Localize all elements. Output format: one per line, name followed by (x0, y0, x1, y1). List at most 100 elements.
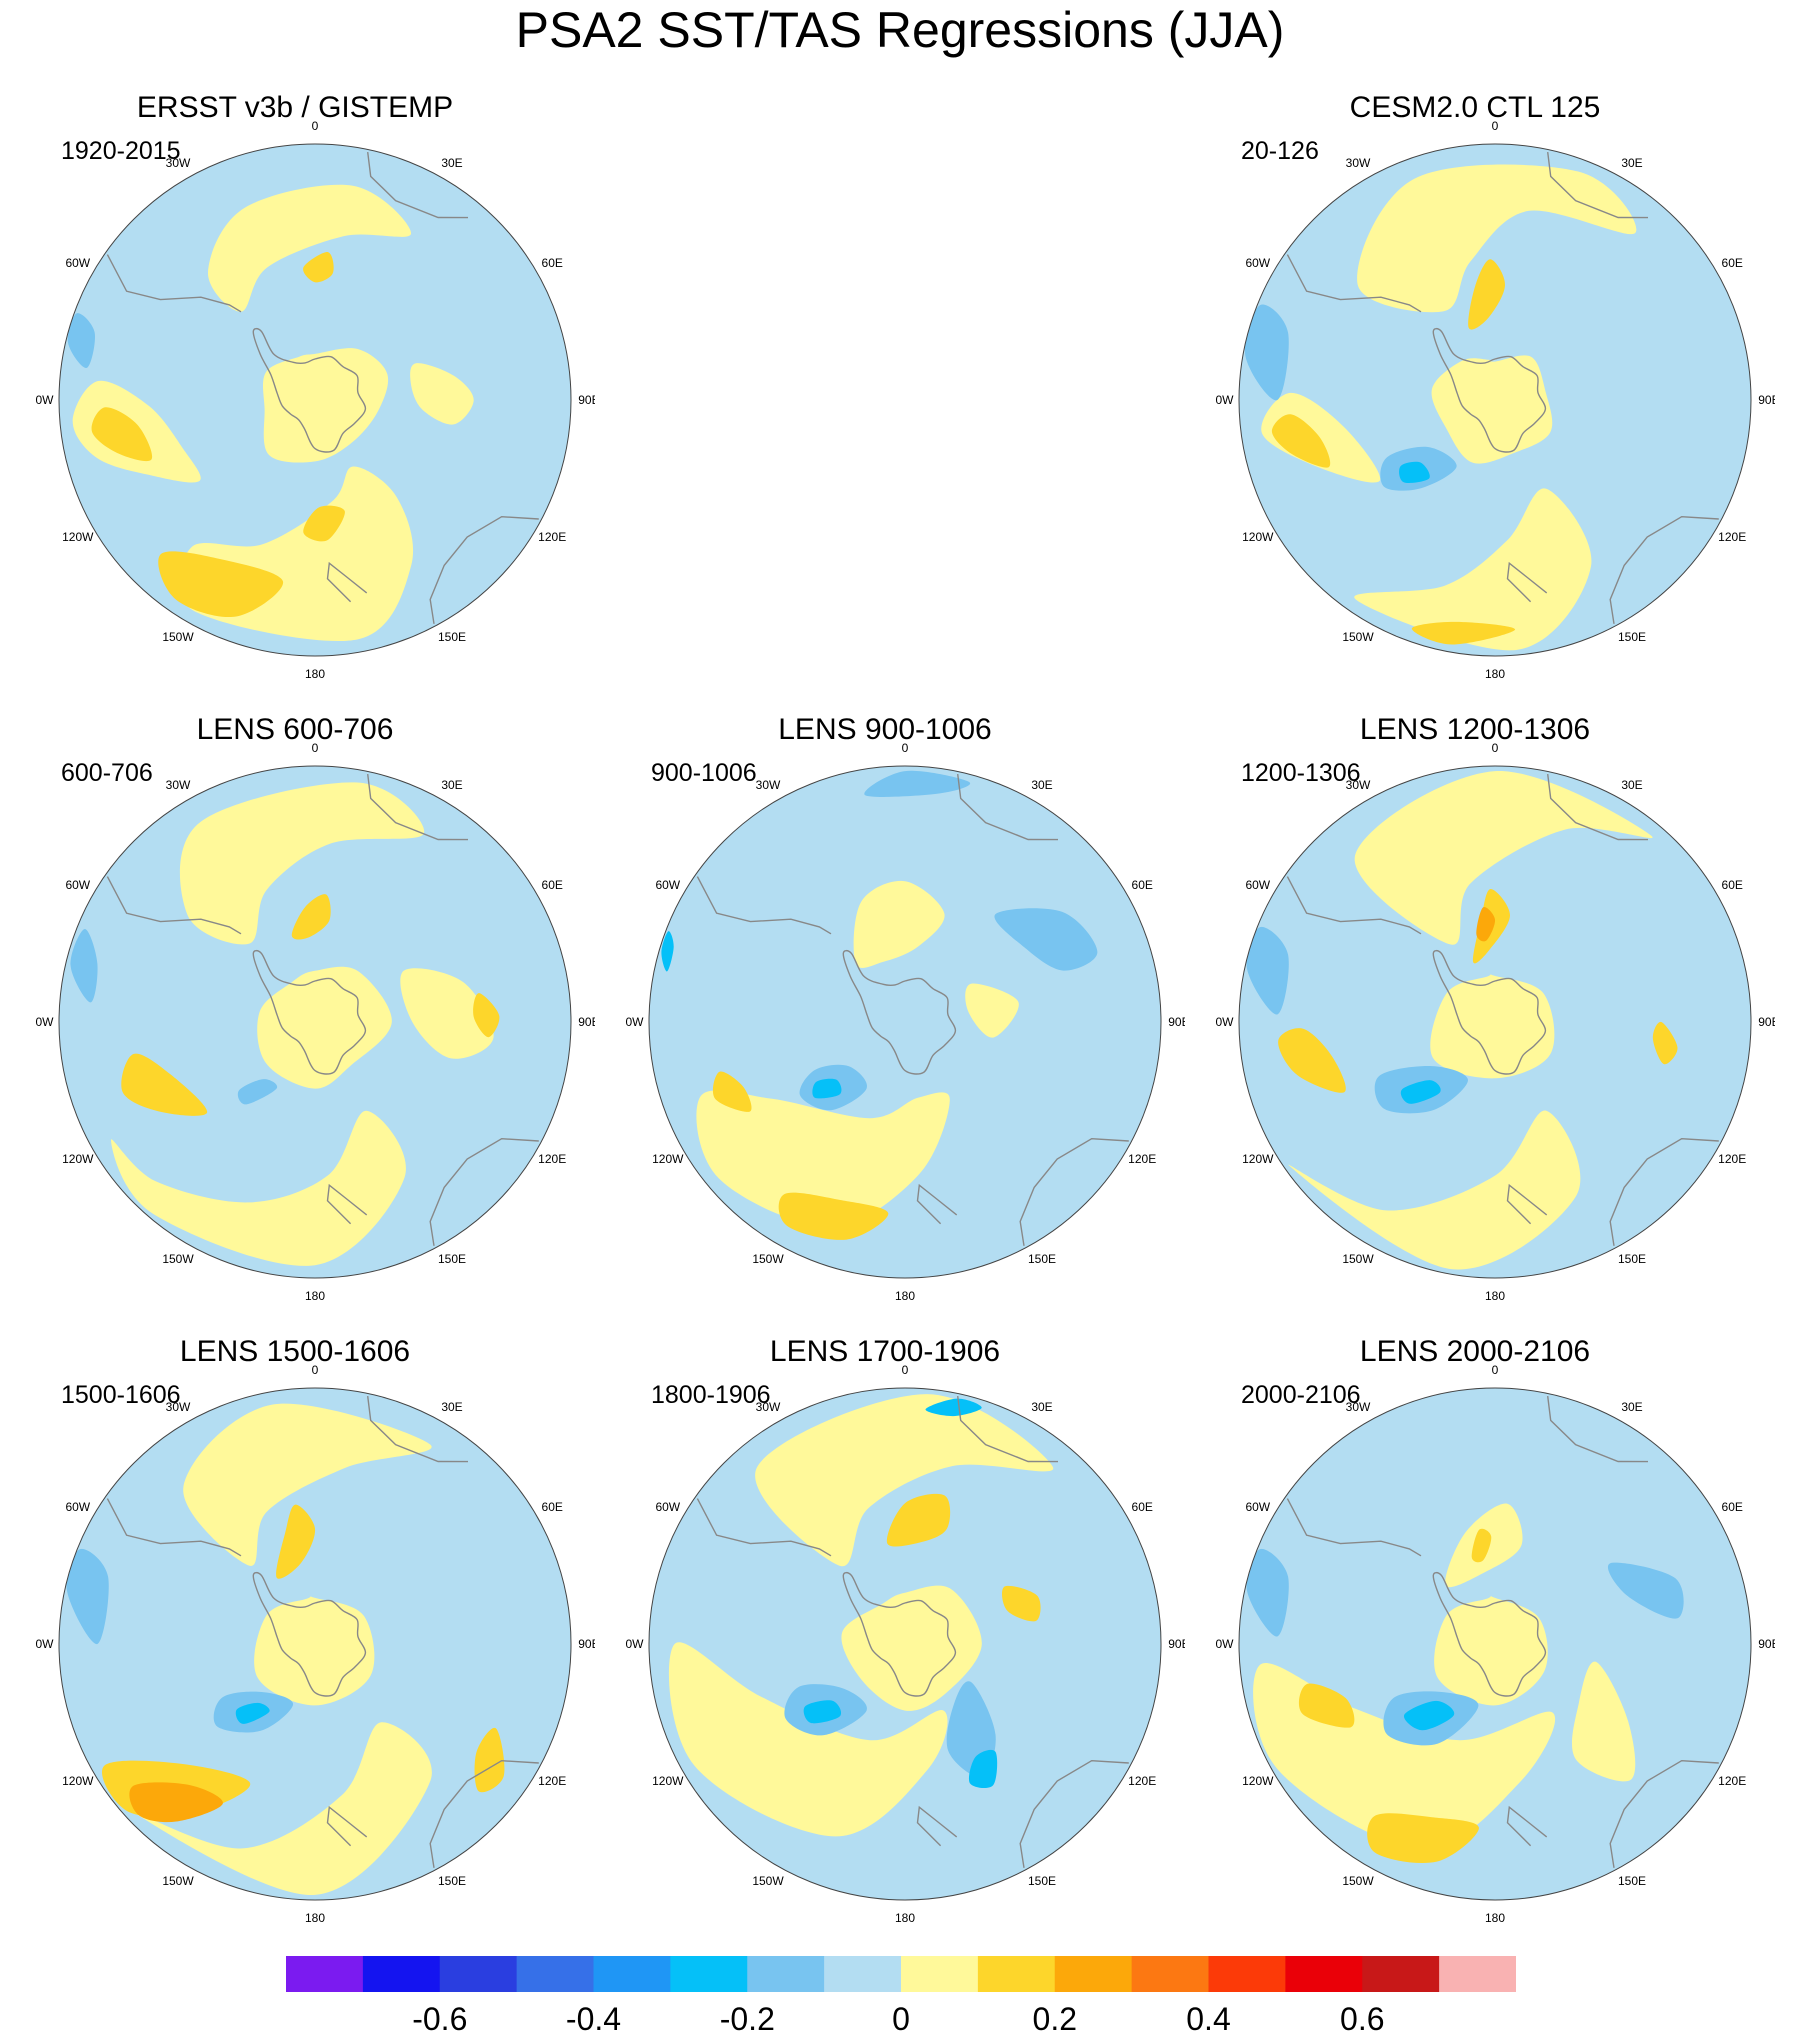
longitude-label: 30W (166, 1400, 191, 1414)
contour-region (853, 880, 945, 968)
colorbar-tick-label: 0.4 (1186, 2001, 1230, 2036)
longitude-label: 60E (1132, 878, 1153, 892)
antarctica-coastline (1432, 949, 1547, 1075)
longitude-label: 180 (895, 1911, 915, 1924)
longitude-label: 30W (166, 156, 191, 170)
continent-coastline (1286, 1498, 1422, 1557)
longitude-label: 60W (65, 256, 90, 270)
antarctica-coastline (252, 327, 367, 453)
map-border (1238, 1387, 1752, 1901)
contour-region (257, 966, 392, 1089)
colorbar: -0.6 -0.4 -0.2 0 0.2 0.4 0.6 (286, 1956, 1516, 2036)
contour-region (1271, 414, 1331, 468)
panel-title: LENS 600-706 (196, 713, 394, 746)
longitude-label: 90W (35, 1637, 54, 1651)
contour-region (661, 931, 674, 972)
longitude-label: 150E (438, 1874, 466, 1888)
continent-coastline (696, 1498, 832, 1557)
contour-region (183, 1403, 432, 1566)
polar-map: 0 30E 60E 90E 120E 150E 180 150W 120W 90W 60W 30W (625, 1364, 1185, 1924)
contour-region (1476, 907, 1496, 942)
contour-region (207, 184, 412, 312)
map-border (648, 765, 1162, 1279)
panel-title: LENS 1700-1906 (769, 1335, 1001, 1368)
contour-region (473, 993, 500, 1038)
longitude-label: 180 (305, 1289, 325, 1302)
longitude-label: 30W (756, 1400, 781, 1414)
colorbar-swatch (516, 1956, 595, 1992)
longitude-label: 90W (1215, 1015, 1234, 1029)
longitude-label: 150E (438, 630, 466, 644)
contour-region (235, 1702, 270, 1724)
longitude-label: 150W (162, 1252, 194, 1266)
continent-coastline (326, 1183, 368, 1225)
colorbar-tick-label: 0.2 (1033, 2001, 1077, 2036)
contour-region (237, 1079, 278, 1105)
continent-coastline (1506, 1183, 1548, 1225)
colorbar-tick-label: -0.4 (566, 2001, 621, 2036)
contour-region (812, 1078, 842, 1099)
longitude-label: 150W (1342, 1874, 1374, 1888)
contour-region (778, 1192, 889, 1240)
contour-region (1001, 1585, 1041, 1622)
longitude-label: 60W (1245, 256, 1270, 270)
longitude-label: 30W (166, 778, 191, 792)
contour-region (1244, 304, 1289, 401)
colorbar-swatch (286, 1956, 364, 1992)
longitude-label: 60E (1132, 1500, 1153, 1514)
longitude-label: 30E (441, 156, 462, 170)
longitude-label: 90E (578, 393, 595, 407)
longitude-label: 60E (542, 256, 563, 270)
longitude-label: 90W (35, 1015, 54, 1029)
colorbar-tick-label: 0.6 (1340, 2001, 1384, 2036)
longitude-label: 150E (438, 1252, 466, 1266)
continent-coastline (1547, 152, 1649, 219)
polar-map: 0 30E 60E 90E 120E 150E 180 150W 120W 90W 60W 30W (35, 120, 595, 680)
longitude-label: 90W (625, 1637, 644, 1651)
longitude-label: 180 (305, 1911, 325, 1924)
antarctica-coastline (252, 949, 367, 1075)
panel-title: CESM2.0 CTL 125 (1349, 91, 1601, 124)
longitude-label: 30E (1621, 778, 1642, 792)
longitude-label: 0 (902, 742, 909, 755)
longitude-label: 60E (542, 1500, 563, 1514)
contour-region (410, 363, 474, 425)
antarctica-coastline (1432, 1571, 1547, 1697)
contour-region (1652, 1021, 1678, 1065)
longitude-label: 150W (752, 1252, 784, 1266)
continent-coastline (957, 1396, 1059, 1463)
longitude-label: 150W (1342, 1252, 1374, 1266)
continent-coastline (106, 254, 242, 313)
contour-region (1354, 488, 1592, 651)
colorbar-swatch (593, 1956, 671, 1992)
longitude-label: 90E (1758, 1015, 1775, 1029)
contour-region (1431, 355, 1553, 464)
longitude-label: 120E (1718, 1774, 1746, 1788)
longitude-label: 90W (35, 393, 54, 407)
contour-region (1403, 1700, 1455, 1731)
contour-region (1411, 621, 1516, 645)
polar-map: 0 30E 60E 90E 120E 150E 180 150W 120W 90W 60W 30W (35, 742, 595, 1302)
map-border (648, 1387, 1162, 1901)
longitude-label: 120E (1128, 1774, 1156, 1788)
panel-title: LENS 2000-2106 (1359, 1335, 1591, 1368)
longitude-label: 150E (1618, 1874, 1646, 1888)
continent-coastline (1286, 254, 1422, 313)
contour-region (66, 1548, 109, 1645)
contour-region (1607, 1562, 1684, 1619)
panel-title: LENS 1200-1306 (1359, 713, 1591, 746)
longitude-label: 90E (578, 1015, 595, 1029)
longitude-label: 30W (756, 778, 781, 792)
contour-region (303, 505, 345, 542)
continent-coastline (1019, 1759, 1129, 1868)
contour-region (1434, 1595, 1548, 1706)
longitude-label: 30E (1621, 156, 1642, 170)
continent-coastline (1609, 1137, 1719, 1246)
contour-region (994, 908, 1098, 971)
continent-coastline (1506, 561, 1548, 603)
continent-coastline (326, 561, 368, 603)
continent-coastline (429, 515, 539, 624)
contour-region (1246, 926, 1289, 1015)
contour-region (1571, 1661, 1636, 1782)
